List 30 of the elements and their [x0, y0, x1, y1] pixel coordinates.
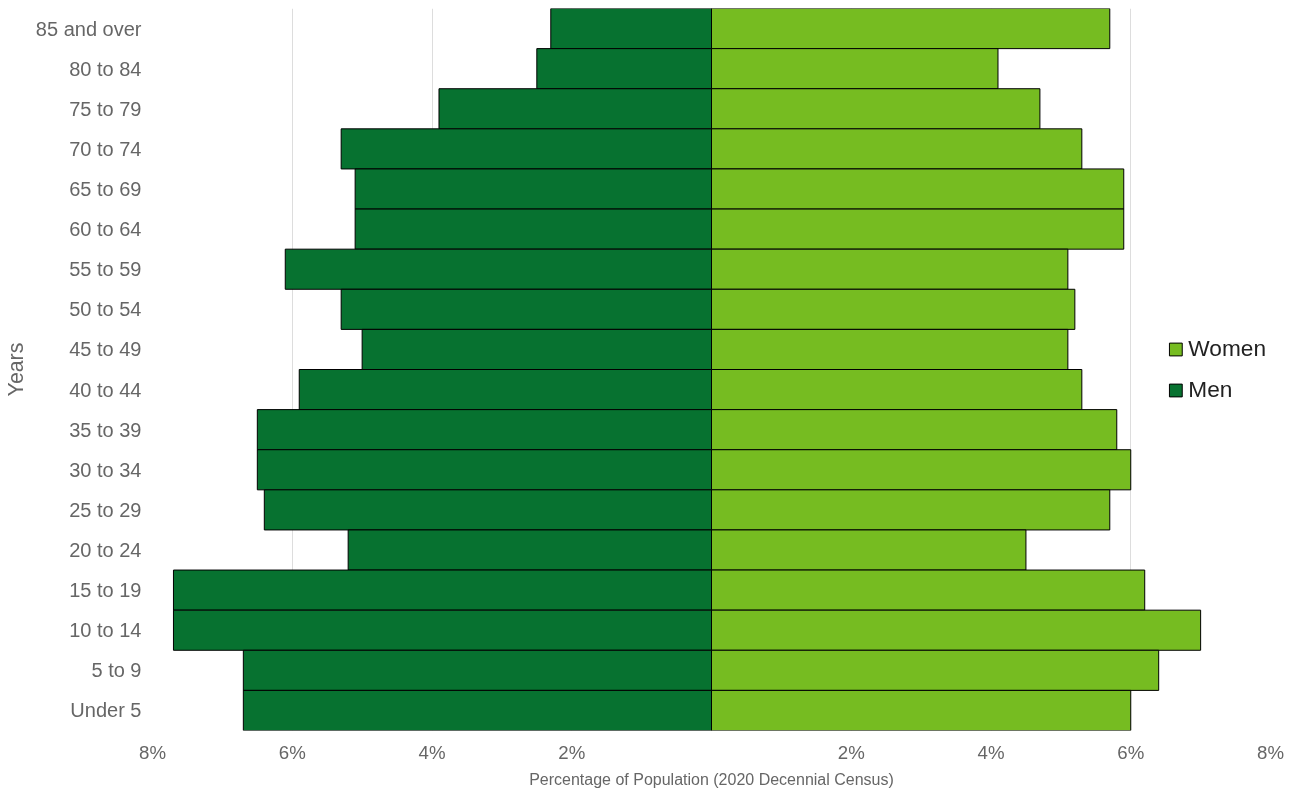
y-tick-label: 30 to 34 [69, 458, 142, 481]
y-tick-label: 40 to 44 [69, 378, 142, 401]
y-tick-label: 70 to 74 [69, 137, 142, 160]
y-tick-label: 65 to 69 [69, 178, 142, 200]
y-tick-label: 50 to 54 [69, 298, 142, 321]
x-tick-label: 2% [837, 741, 865, 763]
x-tick-label: 2% [558, 741, 586, 763]
y-tick-label: 10 to 14 [69, 619, 142, 642]
y-tick-label: Under 5 [70, 699, 142, 722]
x-tick-label: 8% [139, 741, 166, 763]
y-tick-label: 15 to 19 [69, 579, 142, 602]
y-tick-label: 85 and over [35, 17, 142, 40]
legend-label: Men [1188, 376, 1233, 403]
y-tick-label: 25 to 29 [69, 498, 142, 521]
x-tick-label: 8% [1257, 741, 1284, 763]
x-tick-label: 6% [1117, 741, 1145, 763]
y-tick-label: 5 to 9 [91, 659, 142, 682]
legend-label: Women [1188, 335, 1266, 362]
y-tick-label: 55 to 59 [69, 258, 142, 281]
y-tick-label: 75 to 79 [69, 97, 142, 120]
y-tick-label: 60 to 64 [69, 218, 142, 241]
x-tick-label: 4% [977, 741, 1005, 763]
x-tick-label: 6% [278, 741, 306, 763]
x-axis-title: Percentage of Population (2020 Decennial Census) [529, 770, 894, 788]
y-tick-label: 35 to 39 [69, 418, 142, 441]
x-tick-label: 4% [418, 741, 446, 763]
y-tick-label: 80 to 84 [69, 57, 142, 80]
y-tick-label: 45 to 49 [69, 338, 142, 361]
y-axis-title: Years [3, 342, 28, 397]
y-tick-label: 20 to 24 [69, 539, 142, 561]
